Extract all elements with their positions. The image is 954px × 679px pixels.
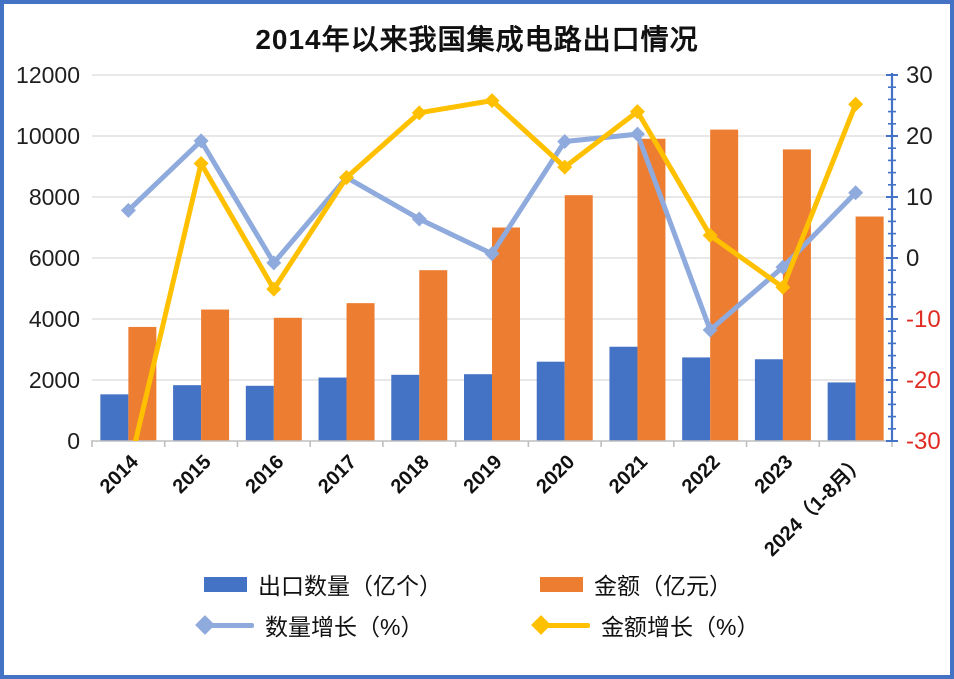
legend-item-quantity-growth: 数量增长（%）	[195, 608, 424, 642]
diamond-marker-icon	[557, 159, 573, 175]
bar-amount-2024（1-8月）	[855, 216, 884, 441]
x-axis-category-label: 2017	[314, 451, 361, 498]
bar-quantity-2018	[391, 374, 420, 441]
x-axis-category-label: 2023	[750, 451, 797, 498]
right-axis-tick-label: -30	[906, 428, 941, 455]
diamond-marker-icon	[531, 615, 551, 635]
legend-item-export-amount: 金额（亿元）	[540, 567, 732, 601]
bar-quantity-2022	[682, 357, 711, 441]
diamond-marker-icon	[557, 133, 573, 149]
right-axis-tick-label: -20	[906, 367, 941, 394]
left-axis-tick-label: 8000	[29, 184, 80, 210]
bar-amount-2016	[273, 317, 302, 441]
diamond-marker-icon	[702, 227, 718, 243]
left-axis-tick-label: 2000	[29, 367, 80, 393]
legend-label: 金额增长（%）	[601, 614, 760, 640]
bar-amount-2022	[710, 129, 739, 441]
bar-quantity-2023	[754, 359, 783, 441]
right-axis-tick-label: 10	[906, 184, 933, 211]
diamond-marker-icon	[411, 211, 427, 227]
diamond-marker-icon	[484, 93, 500, 109]
x-axis-category-label: 2019	[460, 451, 507, 498]
diamond-marker-icon	[484, 246, 500, 262]
bar-quantity-2019	[464, 374, 492, 441]
bar-amount-2018	[419, 270, 448, 441]
legend-label: 数量增长（%）	[265, 614, 424, 640]
x-axis-category-label: 2018	[387, 451, 434, 498]
diamond-marker-icon	[629, 126, 645, 142]
legend-swatch-line-gold	[531, 615, 590, 635]
legend-swatch-bar-orange	[540, 576, 583, 592]
left-axis-tick-label: 10000	[16, 123, 80, 149]
bar-amount-2014	[128, 326, 157, 441]
diamond-marker-icon	[775, 259, 791, 275]
bar-amount-2017	[346, 303, 375, 441]
diamond-marker-icon	[266, 255, 282, 271]
diamond-marker-icon	[848, 185, 864, 201]
chart-plot-area: 0 2000 4000 6000 8000 10000 12000 30 20 10 0 -10 -20…	[16, 62, 941, 561]
legend-item-amount-growth: 金额增长（%）	[531, 608, 760, 642]
legend-label: 出口数量（亿个）	[258, 573, 442, 599]
chart-title: 2014年以来我国集成电路出口情况	[255, 24, 699, 55]
left-axis-tick-label: 6000	[29, 245, 80, 271]
x-axis-category-label: 2016	[241, 451, 288, 498]
legend-item-export-quantity: 出口数量（亿个）	[204, 567, 442, 601]
x-axis-category-label: 2021	[605, 451, 652, 498]
bar-amount-2021	[637, 138, 666, 441]
x-axis-category-label: 2020	[532, 451, 579, 498]
bar-quantity-2016	[245, 385, 274, 441]
bar-quantity-2020	[536, 361, 565, 441]
diamond-marker-icon	[339, 169, 355, 185]
bar-quantity-2017	[318, 377, 347, 441]
right-axis-tick-label: 30	[906, 62, 933, 89]
diamond-marker-icon	[266, 281, 282, 297]
x-axis-category-label: 2015	[169, 451, 216, 498]
diamond-marker-icon	[848, 96, 864, 112]
left-axis-tick-label: 12000	[16, 62, 80, 88]
legend-label: 金额（亿元）	[594, 573, 732, 599]
bar-amount-2019	[492, 227, 520, 441]
x-axis-category-label: 2014	[96, 450, 144, 498]
legend-swatch-line-lightblue	[195, 615, 254, 635]
bar-quantity-2015	[173, 385, 202, 441]
bar-amount-2023	[782, 149, 811, 442]
left-axis-tick-label: 4000	[29, 306, 80, 332]
diamond-marker-icon	[629, 104, 645, 120]
x-axis-category-label: 2022	[678, 451, 725, 498]
diamond-marker-icon	[775, 279, 791, 295]
right-axis-tick-label: 0	[906, 245, 919, 272]
bar-quantity-2024（1-8月）	[827, 382, 856, 441]
diamond-marker-icon	[195, 615, 215, 635]
right-axis-tick-label: -10	[906, 306, 941, 333]
right-axis-tick-label: 20	[906, 123, 933, 150]
diamond-marker-icon	[120, 202, 136, 218]
bar-amount-2020	[564, 195, 593, 441]
diamond-marker-icon	[411, 105, 427, 121]
bar-quantity-2014	[100, 394, 129, 441]
left-axis-tick-label: 0	[67, 428, 80, 454]
diamond-marker-icon	[193, 133, 209, 149]
bar-quantity-2021	[609, 346, 638, 441]
bar-amount-2015	[201, 309, 230, 441]
diamond-marker-icon	[193, 155, 209, 171]
legend-swatch-bar-blue	[204, 576, 247, 592]
diamond-marker-icon	[702, 322, 718, 338]
